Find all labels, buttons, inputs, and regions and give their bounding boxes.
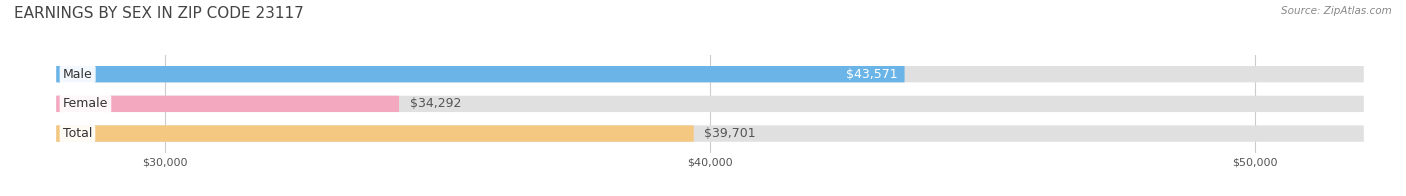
Text: $39,701: $39,701 — [704, 127, 756, 140]
FancyBboxPatch shape — [56, 66, 904, 82]
Text: Male: Male — [63, 68, 93, 81]
Text: Source: ZipAtlas.com: Source: ZipAtlas.com — [1281, 6, 1392, 16]
Text: EARNINGS BY SEX IN ZIP CODE 23117: EARNINGS BY SEX IN ZIP CODE 23117 — [14, 6, 304, 21]
FancyBboxPatch shape — [56, 125, 693, 142]
FancyBboxPatch shape — [56, 96, 399, 112]
FancyBboxPatch shape — [56, 66, 1364, 82]
Text: $43,571: $43,571 — [846, 68, 898, 81]
FancyBboxPatch shape — [56, 125, 1364, 142]
Text: Total: Total — [63, 127, 93, 140]
Text: Female: Female — [63, 97, 108, 110]
Text: $34,292: $34,292 — [409, 97, 461, 110]
FancyBboxPatch shape — [56, 96, 1364, 112]
